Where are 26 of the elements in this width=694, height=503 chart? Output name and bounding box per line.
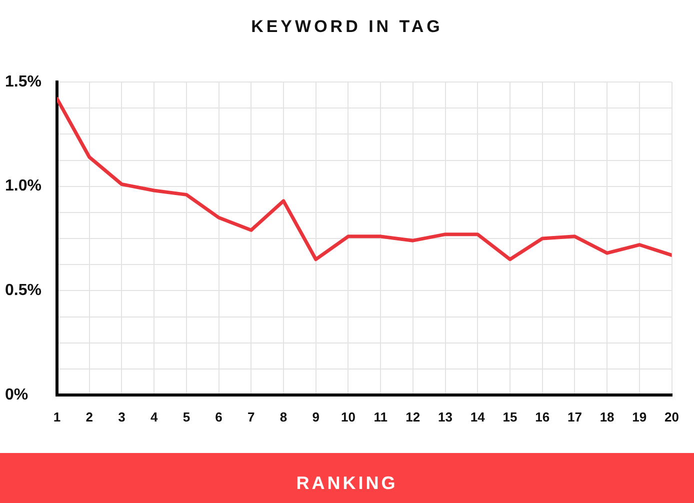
x-tick-label: 18 bbox=[600, 409, 614, 424]
y-tick-label: 1.5% bbox=[5, 73, 42, 90]
x-tick-label: 2 bbox=[86, 409, 93, 424]
x-tick-label: 4 bbox=[150, 409, 158, 424]
x-tick-label: 10 bbox=[340, 409, 356, 424]
x-tick-label: 14 bbox=[470, 409, 486, 424]
x-tick-label: 6 bbox=[215, 409, 222, 424]
x-tick-label: 7 bbox=[248, 409, 255, 424]
x-tick-label: 8 bbox=[280, 409, 288, 424]
chart-title: KEYWORD IN TAG bbox=[250, 16, 444, 38]
x-tick-label: 11 bbox=[374, 409, 388, 424]
y-tick-label: 1.0% bbox=[5, 178, 42, 195]
x-tick-label: 12 bbox=[406, 409, 420, 424]
x-tick-label: 3 bbox=[118, 409, 126, 424]
x-tick-label: 15 bbox=[502, 409, 518, 424]
y-tick-label: 0% bbox=[5, 386, 28, 404]
x-tick-label: 20 bbox=[664, 409, 680, 424]
x-tick-label: 5 bbox=[182, 409, 190, 424]
x-tick-label: 19 bbox=[632, 409, 647, 424]
x-axis-title: RANKING bbox=[0, 453, 694, 503]
x-tick-label: 13 bbox=[438, 409, 453, 424]
x-tick-label: 9 bbox=[312, 409, 320, 424]
x-tick-label: 17 bbox=[567, 409, 582, 424]
y-tick-label: 0.5% bbox=[5, 282, 42, 300]
x-tick-label: 16 bbox=[535, 409, 550, 424]
x-tick-label: 1 bbox=[53, 409, 61, 424]
